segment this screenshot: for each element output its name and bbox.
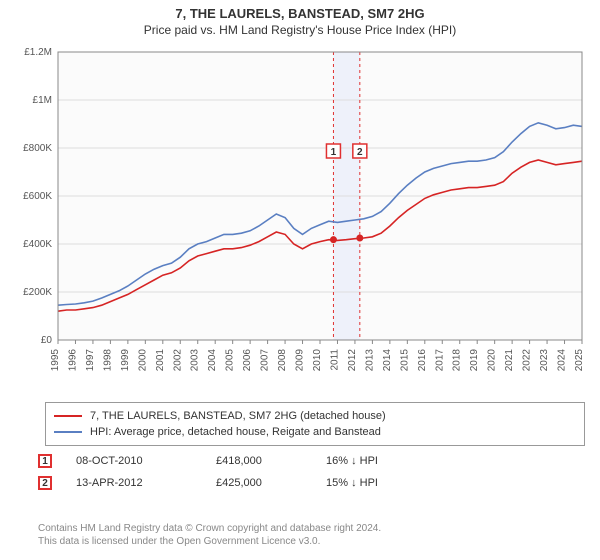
footer: Contains HM Land Registry data © Crown c… — [38, 522, 381, 548]
svg-text:2010: 2010 — [312, 349, 323, 372]
svg-text:2001: 2001 — [155, 349, 166, 372]
svg-text:£1.2M: £1.2M — [24, 47, 52, 58]
legend-row: 7, THE LAURELS, BANSTEAD, SM7 2HG (detac… — [54, 408, 576, 424]
sale-row: 2 13-APR-2012£425,00015% ↓ HPI — [38, 472, 583, 494]
legend-row: HPI: Average price, detached house, Reig… — [54, 424, 576, 440]
svg-text:1996: 1996 — [67, 349, 78, 372]
svg-text:1995: 1995 — [50, 349, 61, 372]
chart-container: 7, THE LAURELS, BANSTEAD, SM7 2HG Price … — [0, 0, 600, 560]
footer-line-1: Contains HM Land Registry data © Crown c… — [38, 522, 381, 535]
legend-swatch — [54, 431, 82, 433]
chart-plot: £0 £200K £400K £600K £800K £1M £1.2M 1995 1996 19… — [10, 44, 590, 394]
svg-text:2005: 2005 — [225, 349, 236, 372]
svg-text:2022: 2022 — [522, 349, 533, 372]
legend-swatch — [54, 415, 82, 417]
chart-svg: £0 £200K £400K £600K £800K £1M £1.2M 1995 1996 19… — [10, 44, 590, 394]
svg-text:1999: 1999 — [120, 349, 131, 372]
svg-text:2020: 2020 — [487, 349, 498, 372]
svg-text:£200K: £200K — [23, 287, 52, 298]
svg-text:2016: 2016 — [417, 349, 428, 372]
svg-text:2015: 2015 — [399, 349, 410, 372]
sale-price: £425,000 — [216, 477, 326, 489]
svg-text:1998: 1998 — [102, 349, 113, 372]
sales-table: 1 08-OCT-2010£418,00016% ↓ HPI 2 13-APR-201… — [38, 450, 583, 494]
svg-text:1: 1 — [331, 147, 337, 158]
legend: 7, THE LAURELS, BANSTEAD, SM7 2HG (detac… — [45, 402, 585, 446]
svg-text:£400K: £400K — [23, 239, 52, 250]
svg-text:2014: 2014 — [382, 349, 393, 372]
svg-text:2006: 2006 — [242, 349, 253, 372]
svg-text:2011: 2011 — [329, 349, 340, 371]
svg-text:2019: 2019 — [469, 349, 480, 372]
chart-subtitle: Price paid vs. HM Land Registry's House … — [0, 23, 600, 37]
svg-text:2007: 2007 — [260, 349, 271, 372]
legend-label: 7, THE LAURELS, BANSTEAD, SM7 2HG (detac… — [90, 410, 386, 422]
svg-text:2004: 2004 — [207, 349, 218, 372]
svg-text:2018: 2018 — [452, 349, 463, 372]
sale-date: 13-APR-2012 — [76, 477, 216, 489]
sale-marker: 1 — [38, 454, 52, 468]
svg-text:2008: 2008 — [277, 349, 288, 372]
footer-line-2: This data is licensed under the Open Gov… — [38, 535, 381, 548]
svg-text:2012: 2012 — [347, 349, 358, 372]
sale-delta: 16% ↓ HPI — [326, 455, 436, 467]
svg-text:2023: 2023 — [539, 349, 550, 372]
svg-text:2021: 2021 — [504, 349, 515, 372]
svg-text:2000: 2000 — [137, 349, 148, 372]
svg-text:£1M: £1M — [33, 95, 52, 106]
sale-price: £418,000 — [216, 455, 326, 467]
svg-text:£800K: £800K — [23, 143, 52, 154]
svg-text:£600K: £600K — [23, 191, 52, 202]
svg-text:£0: £0 — [41, 335, 53, 346]
sale-marker: 2 — [38, 476, 52, 490]
legend-label: HPI: Average price, detached house, Reig… — [90, 426, 381, 438]
svg-text:2013: 2013 — [364, 349, 375, 372]
sale-date: 08-OCT-2010 — [76, 455, 216, 467]
svg-text:2002: 2002 — [172, 349, 183, 372]
svg-text:2003: 2003 — [190, 349, 201, 372]
title-area: 7, THE LAURELS, BANSTEAD, SM7 2HG Price … — [0, 0, 600, 39]
sale-delta: 15% ↓ HPI — [326, 477, 436, 489]
chart-title: 7, THE LAURELS, BANSTEAD, SM7 2HG — [0, 6, 600, 21]
svg-text:2024: 2024 — [557, 349, 568, 372]
svg-text:1997: 1997 — [85, 349, 96, 372]
svg-text:2025: 2025 — [574, 349, 585, 372]
svg-text:2: 2 — [357, 147, 363, 158]
sale-row: 1 08-OCT-2010£418,00016% ↓ HPI — [38, 450, 583, 472]
svg-text:2009: 2009 — [295, 349, 306, 372]
svg-text:2017: 2017 — [434, 349, 445, 372]
